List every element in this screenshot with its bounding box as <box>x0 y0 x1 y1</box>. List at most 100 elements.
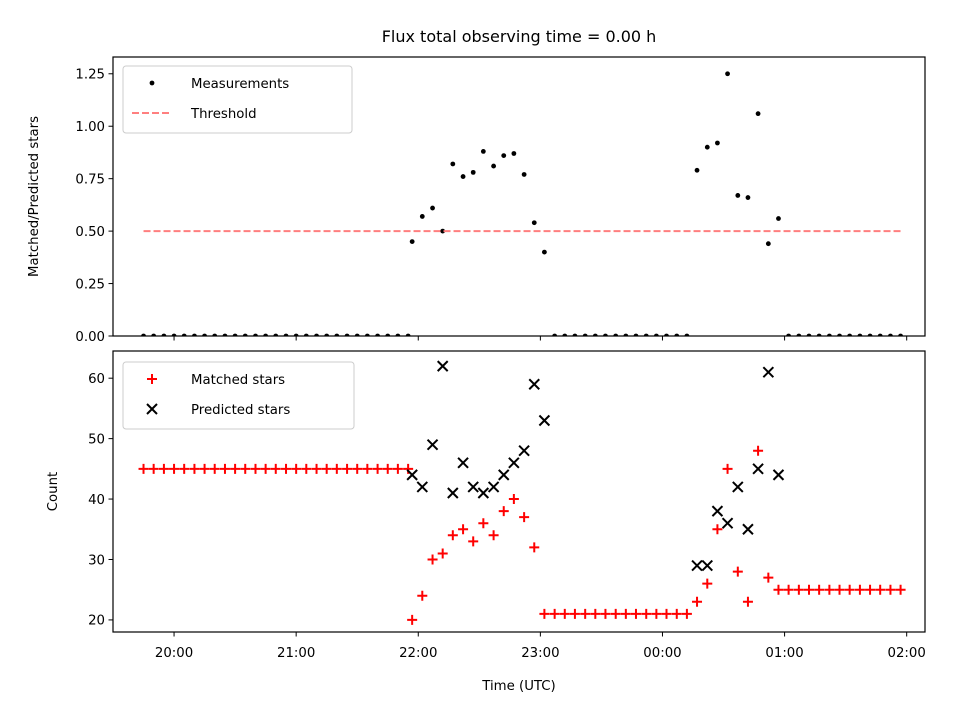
predicted-star-point <box>772 469 785 481</box>
legend-marker-swatch <box>149 80 155 86</box>
matched-star-point <box>793 584 804 595</box>
matched-star-point <box>651 608 662 619</box>
bottom-y-axis-label: Count <box>46 472 61 512</box>
matched-star-point <box>854 584 865 595</box>
matched-star-point <box>600 608 611 619</box>
matched-star-point <box>407 614 418 625</box>
x-tick-label: 21:00 <box>277 646 315 661</box>
x-tick-label: 23:00 <box>521 646 559 661</box>
matched-star-point <box>311 463 322 474</box>
axes-frame <box>112 350 926 633</box>
matched-star-point <box>885 584 896 595</box>
matched-star-point <box>488 530 499 541</box>
predicted-star-point <box>508 457 520 469</box>
matched-star-point <box>179 463 190 474</box>
matched-star-point <box>569 608 580 619</box>
y-tick-label: 50 <box>88 432 105 447</box>
measurement-point <box>450 161 456 167</box>
legend-box <box>122 361 355 430</box>
matched-star-point <box>773 584 784 595</box>
y-tick-label: 60 <box>88 372 105 387</box>
matched-star-point <box>301 463 312 474</box>
legend-entry-label: Threshold <box>190 107 257 122</box>
matched-star-point <box>712 524 723 535</box>
matched-star-point <box>291 463 302 474</box>
measurement-point <box>480 148 486 154</box>
measurement-point <box>694 167 700 173</box>
measurement-point <box>521 172 527 177</box>
top-panel-ratio-plot: 0.00 0.25 0.50 0.75 1.00 1.25 Measurements Thre… <box>75 56 926 345</box>
matched-star-point <box>417 590 428 601</box>
matched-star-point <box>783 584 794 595</box>
measurement-point <box>704 144 710 150</box>
matched-star-point <box>352 463 363 474</box>
y-tick-label: 1.25 <box>75 68 105 83</box>
matched-star-point <box>549 608 560 619</box>
matched-star-point <box>219 463 230 474</box>
predicted-star-point <box>447 487 459 499</box>
matched-star-point <box>382 463 393 474</box>
matched-star-point <box>478 518 489 529</box>
matched-star-point <box>620 608 631 619</box>
matched-star-point <box>199 463 210 474</box>
legend: Measurements Threshold <box>122 65 353 134</box>
legend: Matched stars Predicted stars <box>122 361 355 430</box>
matched-star-point <box>844 584 855 595</box>
measurement-point <box>725 71 730 77</box>
predicted-star-point <box>528 378 540 390</box>
predicted-star-point <box>752 463 764 475</box>
matched-star-point <box>427 554 438 565</box>
predicted-star-point <box>538 414 551 427</box>
matched-star-point <box>671 608 682 619</box>
matched-star-point <box>630 608 641 619</box>
matched-star-point <box>610 608 621 619</box>
legend-entry-label: Predicted stars <box>191 403 290 418</box>
matched-star-point <box>508 494 519 505</box>
predicted-star-point <box>518 445 530 457</box>
matched-star-point <box>519 512 530 523</box>
predicted-star-point <box>762 366 775 378</box>
x-tick-label: 00:00 <box>643 646 681 661</box>
matched-star-point <box>362 463 373 474</box>
y-tick-label: 40 <box>88 493 105 508</box>
matched-star-point <box>875 584 886 595</box>
measurement-point <box>409 239 415 245</box>
measurement-point <box>541 249 547 255</box>
measurement-point <box>419 214 425 219</box>
chart-title: Flux total observing time = 0.00 h <box>382 27 657 46</box>
predicted-star-point <box>701 559 713 572</box>
predicted-star-point <box>487 481 500 493</box>
measurement-point <box>501 153 507 158</box>
legend-marker-swatch <box>147 374 157 384</box>
x-tick-label: 20:00 <box>155 646 193 661</box>
x-tick-label: 02:00 <box>888 646 926 661</box>
measurement-point <box>440 228 446 234</box>
matched-star-point <box>321 463 332 474</box>
matched-star-point <box>702 578 713 589</box>
predicted-star-point <box>467 481 479 493</box>
y-tick-label: 0.50 <box>75 225 105 240</box>
matched-star-point <box>559 608 570 619</box>
matched-star-point <box>661 608 672 619</box>
matched-star-point <box>148 463 159 474</box>
matched-star-point <box>281 463 292 474</box>
predicted-star-point <box>436 360 449 372</box>
matched-star-point <box>270 463 281 474</box>
matched-star-point <box>895 584 906 595</box>
matched-star-point <box>498 506 509 517</box>
top-y-axis-label: Matched/Predicted stars <box>27 116 42 277</box>
measurement-point <box>511 151 517 156</box>
bottom-panel-count-plot: 20 30 40 50 60 20:00 21:00 22:00 23:00 00:00 01:00… <box>88 350 926 661</box>
measurement-point <box>755 111 761 117</box>
plot-area <box>141 71 903 336</box>
matched-star-point <box>189 463 200 474</box>
x-tick-label: 01:00 <box>765 646 803 661</box>
matched-star-point <box>458 524 469 535</box>
matched-star-point <box>437 548 448 559</box>
matched-star-point <box>342 463 353 474</box>
axes-frame <box>112 56 926 337</box>
predicted-star-point <box>416 481 429 493</box>
matched-star-point <box>763 572 774 583</box>
matched-star-point <box>732 566 743 577</box>
y-tick-label: 20 <box>88 614 105 629</box>
